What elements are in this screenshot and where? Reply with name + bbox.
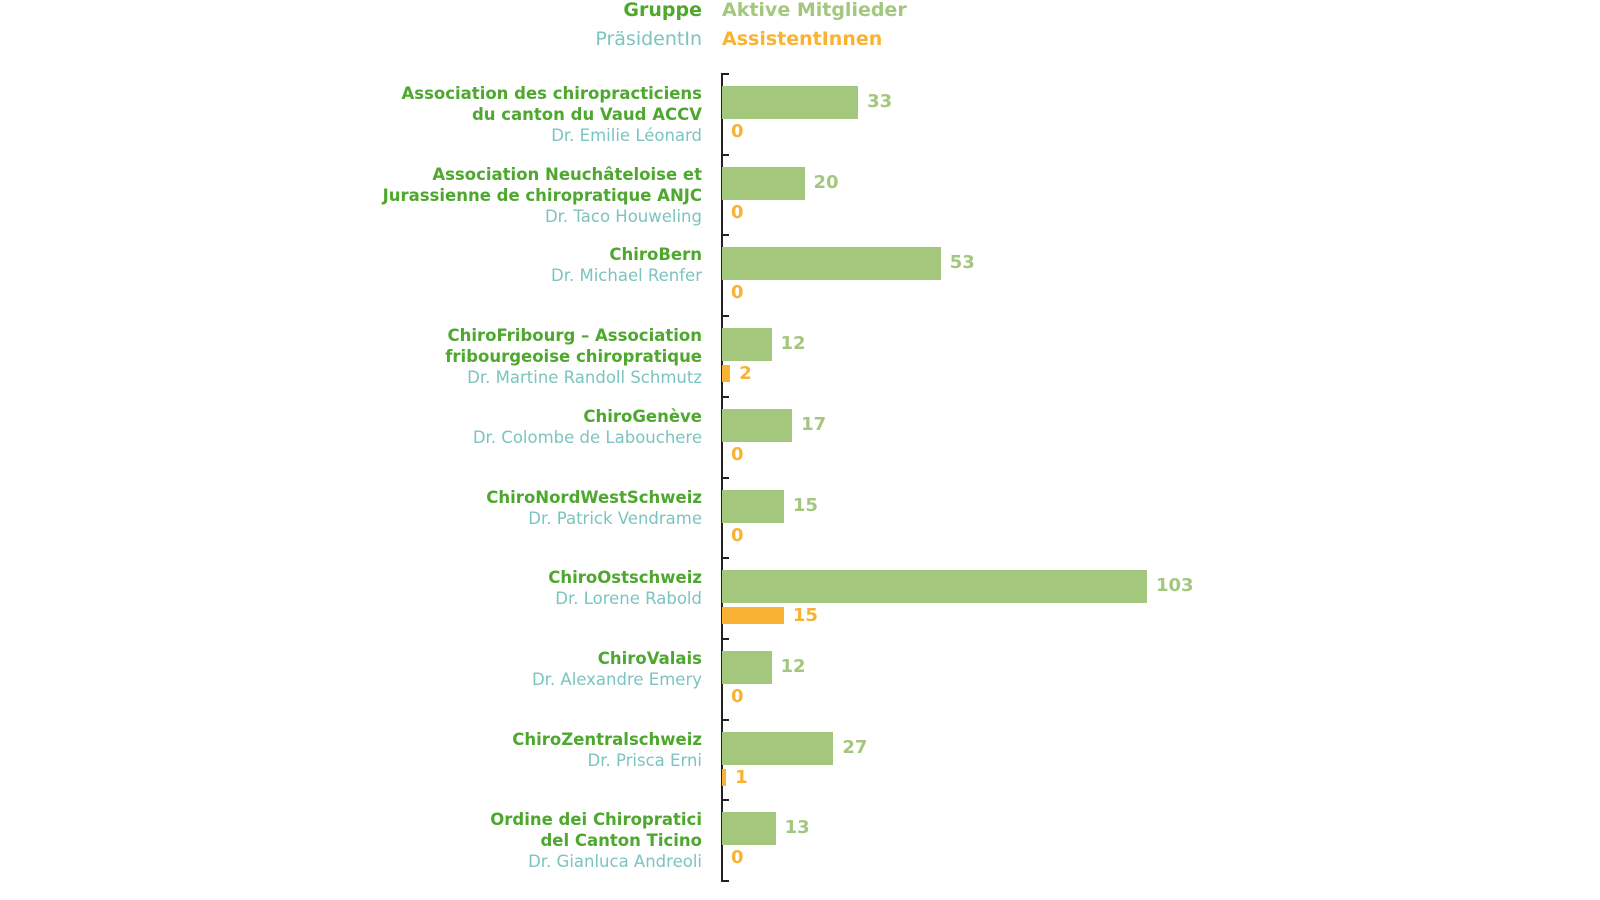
group-name: ChiroZentralschweiz	[512, 729, 702, 749]
value-label-assistants: 0	[731, 443, 744, 465]
bar-active	[722, 166, 805, 200]
president-name: Dr. Prisca Erni	[587, 750, 702, 770]
axis-tick	[721, 718, 729, 721]
president-name: Dr. Taco Houweling	[544, 206, 702, 226]
bar-assistants	[722, 607, 784, 625]
value-label-active: 27	[842, 736, 868, 758]
value-label-assistants: 0	[731, 524, 744, 546]
bar-assistants	[722, 768, 727, 786]
axis-tick	[721, 73, 729, 75]
group-name: Association Neuchâteloise et	[432, 164, 702, 184]
axis-tick	[721, 315, 729, 318]
value-label-assistants: 0	[731, 685, 744, 707]
category-label: ChiroNordWestSchweiz Dr. Patrick Vendrame	[486, 487, 702, 529]
group-name: ChiroBern	[609, 245, 702, 265]
category-label: ChiroZentralschweiz Dr. Prisca Erni	[512, 729, 702, 771]
group-name: ChiroValais	[597, 648, 702, 668]
group-name: ChiroOstschweiz	[548, 568, 702, 588]
value-label-active: 33	[867, 91, 893, 112]
value-label-assistants: 15	[792, 605, 818, 627]
legend-active: Aktive Mitglieder	[722, 0, 907, 21]
value-label-active: 20	[813, 171, 839, 193]
category-label: ChiroGenève Dr. Colombe de Labouchere	[473, 406, 702, 448]
group-name: Association des chiropracticiens	[401, 84, 702, 103]
bar-active	[722, 812, 776, 846]
president-name: Dr. Patrick Vendrame	[528, 508, 702, 528]
bar-active	[722, 247, 941, 281]
group-name: ChiroFribourg – Association	[447, 326, 702, 346]
axis-tick	[721, 476, 729, 479]
category-label: ChiroValais Dr. Alexandre Emery	[532, 648, 702, 690]
value-label-active: 53	[949, 252, 975, 274]
president-name: Dr. Michael Renfer	[551, 266, 702, 286]
bar-active	[722, 408, 793, 442]
legend-assistants: AssistentInnen	[722, 28, 883, 50]
legend-group: Gruppe	[623, 0, 702, 21]
group-name: ChiroGenève	[583, 406, 702, 426]
axis-tick	[721, 637, 729, 640]
value-label-assistants: 2	[739, 363, 752, 385]
group-name: du canton du Vaud ACCV	[471, 105, 702, 124]
axis-tick	[721, 880, 729, 882]
axis-tick	[721, 395, 729, 398]
value-label-active: 13	[784, 817, 810, 839]
category-label: Association des chiropracticiens du canto…	[401, 83, 702, 146]
president-name: Dr. Emilie Léonard	[551, 126, 702, 145]
legend-president: PräsidentIn	[595, 28, 702, 50]
bar-assistants	[722, 365, 731, 383]
category-label: Association Neuchâteloise et Jurassienne …	[383, 164, 702, 227]
group-name: Jurassienne de chiropratique ANJC	[382, 185, 702, 205]
group-name: del Canton Ticino	[540, 831, 702, 851]
group-name: fribourgeoise chiropratique	[445, 347, 702, 367]
category-label: ChiroFribourg – Association fribourgeoise…	[445, 325, 702, 388]
group-name: Ordine dei Chiropratici	[490, 810, 702, 830]
president-name: Dr. Alexandre Emery	[531, 669, 702, 689]
category-label: ChiroBern Dr. Michael Renfer	[551, 244, 702, 286]
value-label-assistants: 0	[731, 201, 744, 223]
value-label-assistants: 0	[731, 847, 744, 869]
value-label-assistants: 1	[735, 766, 748, 788]
axis-tick	[721, 557, 729, 560]
axis-tick	[721, 799, 729, 802]
value-label-active: 15	[792, 494, 818, 516]
bar-active	[722, 570, 1147, 604]
bar-active	[722, 731, 834, 765]
value-label-assistants: 0	[731, 121, 744, 142]
value-label-active: 12	[780, 655, 806, 677]
president-name: Dr. Lorene Rabold	[555, 589, 702, 609]
bar-active	[722, 489, 784, 523]
axis-tick	[721, 153, 729, 156]
bar-active	[722, 650, 772, 684]
category-label: Ordine dei Chiropratici del Canton Ticino…	[490, 809, 702, 872]
category-label: ChiroOstschweiz Dr. Lorene Rabold	[548, 567, 702, 609]
bar-active	[722, 86, 859, 119]
value-label-active: 12	[780, 333, 806, 355]
value-label-active: 103	[1156, 575, 1194, 597]
president-name: Dr. Martine Randoll Schmutz	[467, 368, 702, 388]
group-name: ChiroNordWestSchweiz	[486, 487, 702, 507]
president-name: Dr. Gianluca Andreoli	[528, 852, 702, 872]
value-label-assistants: 0	[731, 282, 744, 304]
value-label-active: 17	[801, 413, 827, 435]
bar-active	[722, 328, 772, 362]
axis-tick	[721, 234, 729, 237]
president-name: Dr. Colombe de Labouchere	[472, 427, 702, 447]
